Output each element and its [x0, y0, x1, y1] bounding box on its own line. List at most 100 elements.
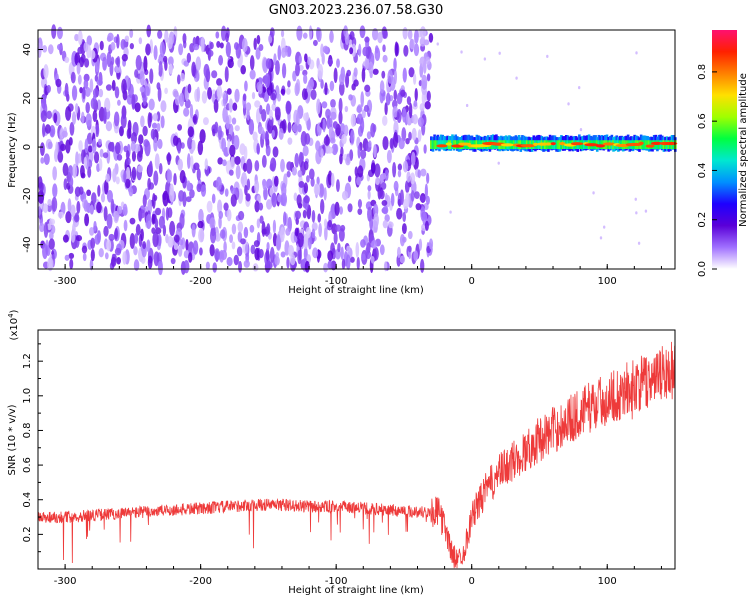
spectrogram-cell: [225, 115, 230, 130]
spectrogram-cell: [228, 98, 234, 113]
spectrogram-cell: [76, 62, 81, 75]
spectrogram-cell: [84, 213, 90, 227]
colorbar-gradient: [712, 30, 737, 269]
colorbar-tick-label: 0.0: [697, 261, 708, 277]
spectrogram-cell: [405, 192, 410, 208]
spectrogram-cell: [414, 29, 419, 44]
spectrogram-cell: [233, 135, 240, 150]
spectrogram-cell: [76, 200, 81, 214]
spectrogram-cell: [185, 196, 192, 203]
spectrogram-cell: [430, 140, 433, 150]
spectrogram-cell: [433, 140, 436, 150]
spectrogram-cell: [256, 142, 260, 155]
spectrogram-cell: [645, 144, 655, 148]
spectrogram-cell: [49, 231, 54, 240]
spectrogram-cell: [107, 32, 114, 42]
spectrogram-cell: [134, 233, 139, 244]
spectrogram-cell: [47, 141, 53, 150]
spectrogram-cell: [156, 82, 161, 90]
spectrogram-cell: [166, 152, 171, 166]
spectrogram-cell: [320, 43, 324, 58]
spectrogram-cell: [110, 42, 116, 51]
spectrogram-cell: [366, 131, 372, 140]
spectrogram-cell: [105, 173, 110, 183]
spectrogram-cell: [216, 85, 223, 100]
spectrogram-cell: [106, 148, 111, 164]
spectrogram-cell: [224, 188, 229, 197]
spectrogram-cell: [406, 96, 412, 105]
spectrogram-cell: [84, 87, 91, 97]
spectrogram-cell: [316, 176, 320, 186]
spectrogram-cell: [384, 102, 388, 116]
spectrogram-cell: [143, 139, 150, 148]
spectrogram-cell: [298, 55, 303, 64]
spectrogram-cell: [329, 80, 335, 92]
spectrogram-cell: [52, 166, 58, 181]
spectrogram-cell: [255, 47, 261, 60]
spectrogram-cell: [214, 121, 219, 134]
spectrogram-cell: [392, 105, 399, 118]
spectrogram-cell: [412, 73, 417, 85]
spectrogram-cell: [68, 252, 75, 260]
spectrogram-cell: [424, 220, 429, 232]
spectrogram-cell: [89, 78, 94, 93]
snr-x-tick-label: -100: [325, 576, 348, 587]
spectrogram-cell: [245, 102, 252, 112]
spectrogram-cell: [108, 233, 115, 242]
spectrogram-cell: [240, 64, 246, 75]
spectrogram-cell: [316, 27, 322, 43]
spectrogram-cell: [445, 142, 452, 146]
spectrogram-cell: [152, 193, 156, 209]
spectrogram-cell: [271, 192, 277, 208]
spectrogram-cell: [198, 228, 205, 243]
spectrogram-cell: [294, 152, 300, 168]
spectrogram-cell: [419, 56, 426, 67]
spectrogram-cell: [120, 39, 126, 50]
spectrogram-cell: [387, 69, 393, 84]
spectrogram-cell: [201, 90, 208, 104]
colorbar-tick-label: 0.6: [697, 113, 708, 129]
spectrogram-cell: [254, 247, 260, 261]
spectrogram-cell: [38, 181, 44, 193]
spectrogram-cell: [327, 58, 334, 66]
spectrogram-cell: [403, 45, 409, 57]
spectrogram-cell: [204, 158, 208, 171]
spectrogram-cell: [64, 56, 70, 64]
spectrogram-cell: [293, 192, 298, 201]
spectrogram-cell: [88, 226, 95, 236]
spectrogram-cell: [236, 246, 243, 257]
spectrogram-cell: [159, 41, 166, 58]
spectrogram-cell: [431, 140, 435, 150]
spectrogram-cell: [320, 79, 324, 89]
spectrogram-cell: [178, 43, 184, 56]
spectrogram-cell: [409, 38, 415, 50]
spectrogram-cell: [187, 83, 192, 94]
spectrogram-cell: [417, 116, 425, 127]
spectrogram-cell: [271, 129, 275, 138]
spectrogram-cell: [169, 220, 176, 237]
spectrogram-cell: [215, 176, 222, 191]
spectrogram-cell: [285, 227, 291, 236]
spectrogram-cell: [234, 88, 240, 103]
spectrogram-cell: [261, 154, 267, 168]
spectrogram-cell: [665, 141, 678, 146]
spectrogram-cell: [254, 200, 260, 213]
spectrogram-cell: [167, 207, 173, 219]
spectrogram-cell: [373, 246, 379, 261]
spectrogram-cell: [130, 140, 136, 152]
spectrogram-cell: [116, 33, 120, 49]
spectrogram-cell: [303, 160, 309, 171]
spectrogram-cell: [152, 113, 159, 122]
spectrogram-cell: [134, 102, 141, 113]
spectrogram-cell: [41, 123, 46, 138]
spectrogram-cell: [371, 28, 379, 41]
spectrogram-cell: [142, 241, 147, 250]
spectrogram-cell: [77, 46, 83, 55]
spectrogram-cell: [151, 122, 158, 129]
spectrogram-cell: [75, 151, 79, 167]
spectrogram-cell: [265, 58, 272, 69]
spectrogram-cell: [310, 177, 315, 187]
spectrogram-cell: [386, 149, 392, 164]
spectrogram-cell: [110, 256, 117, 267]
spectrogram-cell: [192, 240, 199, 255]
